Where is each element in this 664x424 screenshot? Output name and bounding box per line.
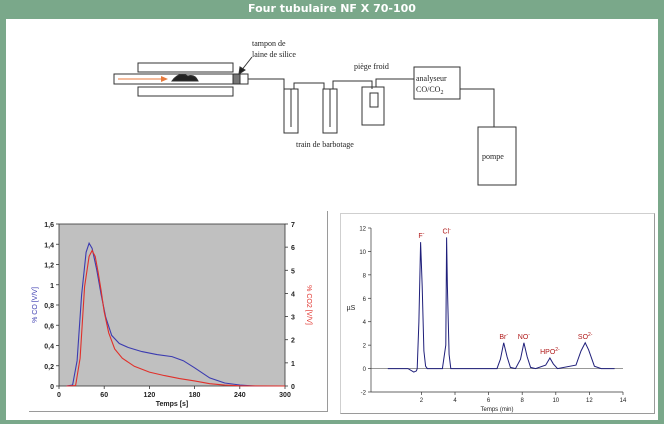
outlet-tube xyxy=(248,78,285,89)
silica-pointer-head xyxy=(238,66,246,76)
y-left-tick-label: 0 xyxy=(50,384,54,391)
link-tube-4 xyxy=(460,88,495,127)
peak-label-ion: Cl xyxy=(442,228,449,235)
peak-label-charge: 2- xyxy=(588,332,593,338)
y-tick-label: 4 xyxy=(363,320,367,326)
peak-label-ion: SO xyxy=(578,334,589,341)
x-tick-label: 8 xyxy=(521,398,525,404)
y-right-tick-label: 7 xyxy=(291,222,295,229)
x-tick-label: 0 xyxy=(57,392,61,399)
y-left-tick-label: 1 xyxy=(50,283,54,290)
peak-label-charge: - xyxy=(528,332,530,338)
y-left-axis-label: % CO [V/V] xyxy=(32,287,39,323)
x-tick-label: 6 xyxy=(487,398,491,404)
peak-label: Br- xyxy=(499,332,508,341)
label-tampon-1: tampon de xyxy=(252,39,286,48)
x-tick-label: 10 xyxy=(552,398,559,404)
y-right-tick-label: 2 xyxy=(291,338,295,345)
y-right-tick-label: 6 xyxy=(291,245,295,252)
co-co2-chart-frame: 0 0,2 0,4 0,6 0,8 1 1,2 1,4 1,6 0 1 2 3 4 5 6 7 0 60 120 180… xyxy=(29,211,328,412)
y-left-tick-label: 1,6 xyxy=(44,222,54,229)
y-right-tick-label: 1 xyxy=(291,361,295,368)
pump-box xyxy=(477,126,517,186)
x-tick-label: 60 xyxy=(100,392,108,399)
y-left-tick-label: 1,2 xyxy=(44,263,54,270)
y-right-tick-label: 4 xyxy=(291,291,295,298)
y-right-tick-label: 0 xyxy=(291,384,295,391)
x-tick-label: 240 xyxy=(234,392,246,399)
x-tick-label: 4 xyxy=(453,398,457,404)
x-tick-label: 180 xyxy=(189,392,201,399)
peak-label-charge: - xyxy=(506,332,508,338)
chromatogram-frame: -2 0 2 4 6 8 10 12 2 4 6 8 10 12 14 F- Cl- Br- NO- HPO2- SO2… xyxy=(340,213,655,414)
y-tick-label: 6 xyxy=(363,297,367,303)
peak-label-ion: NO xyxy=(518,334,529,341)
y-right-axis-label: % CO2 [V/V] xyxy=(305,285,312,325)
window-title: Four tubulaire NF X 70-100 xyxy=(248,2,416,15)
co2-series-line xyxy=(66,249,286,387)
y-left-tick-label: 0,8 xyxy=(44,303,54,310)
peak-label: HPO2- xyxy=(540,347,560,356)
y-left-tick-label: 0,4 xyxy=(44,344,54,351)
flow-arrow-head xyxy=(161,76,168,82)
cold-trap-inner xyxy=(369,92,379,108)
x-tick-label: 120 xyxy=(144,392,156,399)
x-tick-label: 300 xyxy=(279,392,291,399)
y-tick-label: 12 xyxy=(359,227,366,233)
co-co2-chart: 0 0,2 0,4 0,6 0,8 1 1,2 1,4 1,6 0 1 2 3 4 5 6 7 0 60 120 180… xyxy=(32,222,312,408)
silica-wool-plug xyxy=(232,73,241,85)
co-series-line xyxy=(66,241,285,387)
x-tick-label: 12 xyxy=(586,398,593,404)
plot-area xyxy=(58,223,286,387)
peak-label: NO- xyxy=(518,332,531,341)
y-left-tick-label: 0,2 xyxy=(44,364,54,371)
x-tick-label: 14 xyxy=(620,398,627,404)
y-left-tick-label: 0,6 xyxy=(44,323,54,330)
peak-label-charge: - xyxy=(423,231,425,237)
y-tick-label: -2 xyxy=(361,391,367,397)
y-tick-label: 0 xyxy=(363,367,367,373)
peak-label-ion: F xyxy=(418,233,422,240)
cold-trap-vessel xyxy=(361,86,385,126)
sample-heap xyxy=(171,73,199,82)
peak-label: Cl- xyxy=(442,226,451,235)
peak-label-charge: 2- xyxy=(555,347,560,353)
label-analyseur-2: CO/CO2 xyxy=(416,85,443,96)
link-tube-2 xyxy=(332,80,373,89)
peak-label-ion: Br xyxy=(499,334,507,341)
label-pompe: pompe xyxy=(482,152,504,161)
label-barbotage: train de barbotage xyxy=(296,140,354,149)
furnace-heater-top xyxy=(137,62,234,73)
label-analyseur-1: analyseur xyxy=(416,74,447,83)
peak-label: F- xyxy=(418,231,424,240)
apparatus-diagram: tampon de laine de silice piège froid an… xyxy=(113,39,517,186)
x-tick-label: 2 xyxy=(420,398,424,404)
y-right-tick-label: 3 xyxy=(291,315,295,322)
analyzer-box xyxy=(413,66,461,100)
peak-label-charge: - xyxy=(449,226,451,232)
link-tube-3 xyxy=(375,78,414,87)
peak-label: SO2- xyxy=(578,332,593,341)
x-axis-label: Temps [s] xyxy=(156,401,189,408)
y-axis-label: µS xyxy=(347,305,356,312)
y-tick-label: 2 xyxy=(363,344,367,350)
y-tick-label: 8 xyxy=(363,273,367,279)
y-tick-label: 10 xyxy=(359,250,366,256)
y-right-tick-label: 5 xyxy=(291,268,295,275)
chromatogram-line xyxy=(387,237,615,373)
link-tube-1 xyxy=(293,82,325,89)
x-axis-label: Temps (min) xyxy=(480,407,513,413)
furnace-heater-bottom xyxy=(137,86,234,97)
peak-label-ion: HPO xyxy=(540,349,556,356)
y-left-tick-label: 1,4 xyxy=(44,242,54,249)
label-piege: piège froid xyxy=(354,62,389,71)
label-tampon-2: laine de silice xyxy=(252,50,296,59)
